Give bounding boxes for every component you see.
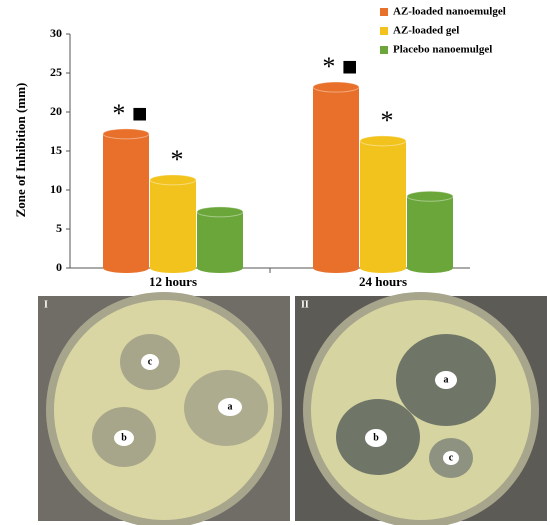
zone-label: a (444, 374, 449, 385)
y-tick-label: 5 (56, 221, 62, 235)
x-tick-label: 12 hours (149, 274, 197, 289)
disc (435, 371, 457, 389)
y-tick-label: 30 (50, 26, 62, 40)
y-tick-label: 20 (50, 104, 62, 118)
petri-panel: c a b I (38, 292, 290, 525)
bar (197, 211, 243, 268)
bar (313, 87, 359, 268)
legend-swatch (380, 27, 388, 35)
petri-panel: a b c II (295, 292, 547, 525)
disc (114, 430, 134, 446)
y-tick-label: 10 (50, 182, 62, 196)
bar (103, 133, 149, 268)
zone-label: c (148, 356, 153, 367)
legend-swatch (380, 8, 388, 16)
y-tick-label: 0 (56, 260, 62, 274)
x-tick-label: 24 hours (359, 274, 407, 289)
disc (141, 354, 159, 370)
legend-swatch (380, 46, 388, 54)
annotation: * (171, 145, 184, 174)
zone-label: b (121, 432, 127, 443)
legend-label: AZ-loaded nanoemulgel (393, 6, 506, 18)
panel-label: I (44, 299, 48, 310)
bar (360, 140, 406, 268)
disc (365, 429, 387, 447)
bar-top (196, 206, 244, 218)
bar-top (149, 174, 197, 186)
bar (407, 196, 453, 268)
bar-top (312, 81, 360, 93)
zone-label: b (373, 432, 379, 443)
zone-label: a (228, 401, 233, 412)
zone-label: c (449, 452, 454, 463)
disc (218, 398, 242, 416)
y-axis-label: Zone of Inhibition (mm) (13, 83, 28, 218)
annotation: * ■ (112, 99, 147, 128)
legend-label: Placebo nanoemulgel (393, 44, 492, 56)
legend-label: AZ-loaded gel (393, 25, 459, 37)
bar-top (102, 128, 150, 140)
annotation: * ■ (322, 52, 357, 81)
disc (443, 451, 459, 465)
agar (54, 300, 274, 520)
bar-top (406, 190, 454, 202)
annotation: * (381, 106, 394, 135)
bar-top (359, 135, 407, 147)
bar (150, 179, 196, 268)
panel-label: II (301, 299, 309, 310)
y-tick-label: 15 (50, 143, 62, 157)
y-tick-label: 25 (50, 65, 62, 79)
